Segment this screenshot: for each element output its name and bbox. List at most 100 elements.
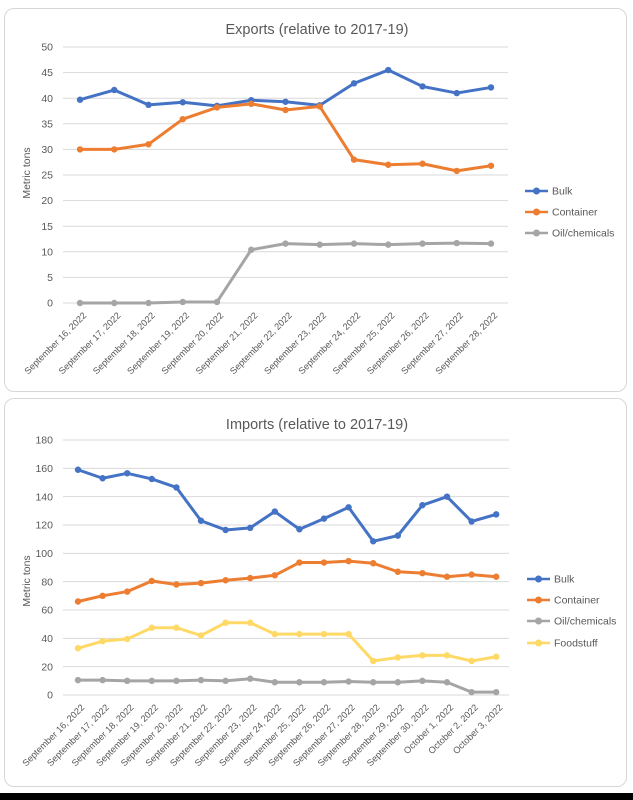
legend-label-foodstuff: Foodstuff — [554, 638, 598, 650]
data-point-container — [316, 103, 323, 110]
data-point-foodstuff — [394, 654, 401, 661]
data-point-bulk — [282, 98, 289, 105]
data-point-foodstuff — [197, 632, 205, 639]
y-tick-label: 160 — [35, 463, 53, 475]
imports-chart-card: 0 20 40 60 80 100 120 140 160 180 September 16, 20… — [4, 398, 627, 787]
y-tick-label: 20 — [41, 195, 53, 207]
x-tick-label: September 20, 2022 — [159, 310, 225, 376]
exports-chart-card: 0 5 10 15 20 25 30 35 40 45 50 September 16, 2022 Se… — [4, 8, 627, 392]
x-tick-label: September 17, 2022 — [57, 310, 123, 376]
y-tick-label: 60 — [41, 605, 53, 617]
data-point-container — [468, 571, 475, 578]
x-tick-label: September 26, 2022 — [365, 310, 431, 376]
data-point-container — [145, 141, 152, 148]
y-tick-label: 50 — [41, 42, 53, 54]
data-point-foodstuff — [443, 652, 451, 659]
data-point-oil-chemicals — [443, 679, 451, 686]
data-point-oil-chemicals — [271, 679, 278, 686]
x-tick-label: September 19, 2022 — [125, 310, 191, 376]
data-point-bulk — [111, 86, 118, 94]
data-point-oil-chemicals — [453, 239, 460, 247]
data-point-container — [453, 167, 460, 175]
data-point-container — [419, 160, 426, 167]
data-point-oil-chemicals — [419, 240, 426, 247]
data-point-bulk — [173, 484, 180, 491]
legend-label-container: Container — [554, 595, 600, 607]
x-tick-label: September 16, 2022 — [22, 310, 88, 376]
data-point-oil-chemicals — [282, 240, 289, 247]
data-point-foodstuff — [173, 624, 180, 631]
data-point-bulk — [493, 511, 500, 518]
y-tick-label: 15 — [41, 221, 53, 233]
data-point-foodstuff — [345, 630, 352, 638]
data-point-bulk — [271, 508, 278, 515]
y-tick-label: 45 — [41, 67, 53, 79]
data-point-foodstuff — [247, 619, 254, 626]
chart-title: Exports (relative to 2017-19) — [226, 22, 409, 38]
data-point-bulk — [296, 526, 303, 533]
y-tick-label: 40 — [41, 93, 53, 105]
data-point-bulk — [197, 517, 205, 524]
data-point-bulk — [419, 501, 426, 509]
data-point-oil-chemicals — [145, 299, 152, 307]
data-point-bulk — [453, 89, 460, 97]
data-point-bulk — [76, 96, 84, 103]
legend-label-oil-chemicals: Oil/chemicals — [552, 228, 614, 240]
y-axis-title: Metric tons — [21, 147, 33, 198]
data-point-foodstuff — [74, 645, 82, 652]
y-tick-label: 30 — [41, 144, 53, 156]
data-point-oil-chemicals — [370, 679, 377, 686]
chart-title: Imports (relative to 2017-19) — [226, 417, 408, 433]
legend-label-bulk: Bulk — [552, 186, 573, 198]
data-point-container — [173, 581, 180, 588]
x-tick-label: September 21, 2022 — [194, 310, 260, 376]
data-point-oil-chemicals — [148, 677, 155, 685]
data-point-foodstuff — [493, 653, 500, 660]
data-point-foodstuff — [296, 630, 303, 638]
series-line-bulk — [76, 468, 498, 543]
y-tick-label: 0 — [47, 298, 53, 310]
legend-marker-oil-chemicals — [535, 617, 542, 625]
data-point-foodstuff — [320, 630, 328, 638]
series-line-container — [76, 559, 498, 603]
x-tick-label: September 18, 2022 — [91, 310, 157, 376]
data-point-container — [179, 115, 186, 123]
data-point-oil-chemicals — [111, 299, 118, 307]
data-point-bulk — [394, 532, 401, 539]
legend-label-container: Container — [552, 207, 598, 219]
data-point-oil-chemicals — [487, 240, 495, 247]
data-point-oil-chemicals — [248, 246, 255, 253]
y-tick-label: 80 — [41, 576, 53, 588]
data-point-oil-chemicals — [296, 679, 303, 686]
y-tick-label: 20 — [41, 661, 53, 673]
data-point-container — [271, 572, 278, 579]
y-tick-label: 35 — [41, 118, 53, 130]
data-point-bulk — [443, 493, 451, 500]
y-tick-label: 180 — [35, 435, 53, 447]
data-point-bulk — [487, 84, 495, 91]
data-point-bulk — [148, 475, 155, 483]
data-point-oil-chemicals — [316, 241, 323, 248]
legend-marker-oil-chemicals — [533, 229, 540, 237]
data-point-oil-chemicals — [419, 677, 426, 685]
y-tick-label: 120 — [35, 520, 53, 532]
data-point-bulk — [320, 515, 328, 522]
legend-marker-bulk — [535, 575, 542, 583]
data-point-bulk — [385, 66, 392, 74]
legend-marker-bulk — [533, 187, 540, 195]
data-point-bulk — [145, 101, 152, 109]
y-axis-title: Metric tons — [21, 555, 33, 606]
data-point-container — [99, 592, 106, 600]
x-tick-label: September 23, 2022 — [262, 310, 328, 376]
data-point-oil-chemicals — [468, 688, 475, 696]
data-point-oil-chemicals — [76, 299, 84, 307]
data-point-container — [74, 598, 82, 605]
data-point-container — [248, 100, 255, 108]
y-tick-label: 5 — [47, 272, 53, 284]
data-point-foodstuff — [124, 635, 131, 643]
data-point-foodstuff — [99, 637, 106, 645]
data-point-bulk — [468, 518, 475, 525]
